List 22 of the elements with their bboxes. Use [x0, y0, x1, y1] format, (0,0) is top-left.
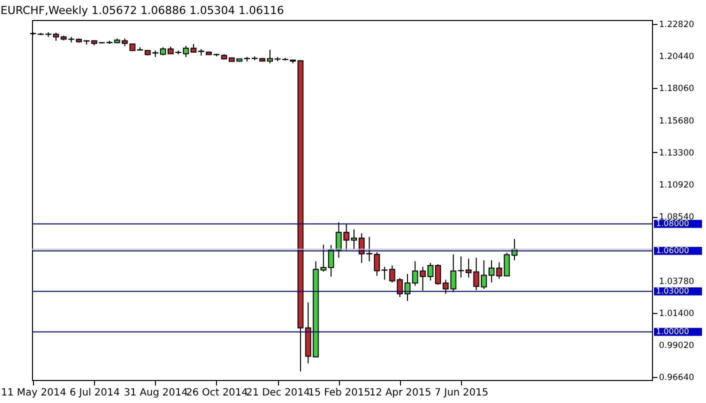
- y-tick-label: 0.96640: [659, 373, 694, 384]
- x-tick-label: 12 Apr 2015: [369, 388, 432, 398]
- x-tick-label: 21 Dec 2014: [246, 388, 310, 398]
- y-tick-label: 0.99020: [659, 341, 694, 352]
- x-tick-label: 15 Feb 2015: [308, 388, 370, 398]
- y-tick-label: 1.22820: [659, 20, 694, 30]
- x-tick-label: 11 May 2014: [0, 388, 66, 398]
- x-tick-label: 6 Jul 2014: [70, 388, 120, 398]
- x-tick-label: 31 Aug 2014: [124, 388, 188, 398]
- y-tick-label: 1.03780: [659, 276, 694, 287]
- y-tick-label: 1.18060: [659, 84, 694, 94]
- y-tick-label: 1.10920: [659, 180, 694, 190]
- ref-line-label: 1.03000: [656, 286, 690, 296]
- y-tick-label: 1.15680: [659, 116, 694, 126]
- ref-line-label: 1.06000: [656, 246, 690, 255]
- x-tick-label: 26 Oct 2014: [186, 388, 248, 398]
- y-tick-label: 1.01400: [659, 308, 694, 319]
- x-tick-label: 7 Jun 2015: [434, 388, 488, 398]
- ref-line-label: 1.00000: [656, 326, 690, 336]
- y-tick-label: 1.13300: [659, 148, 694, 158]
- chart-title: EURCHF,Weekly 1.05672 1.06886 1.05304 1.06116: [0, 4, 284, 17]
- y-tick-label: 1.20440: [659, 52, 694, 62]
